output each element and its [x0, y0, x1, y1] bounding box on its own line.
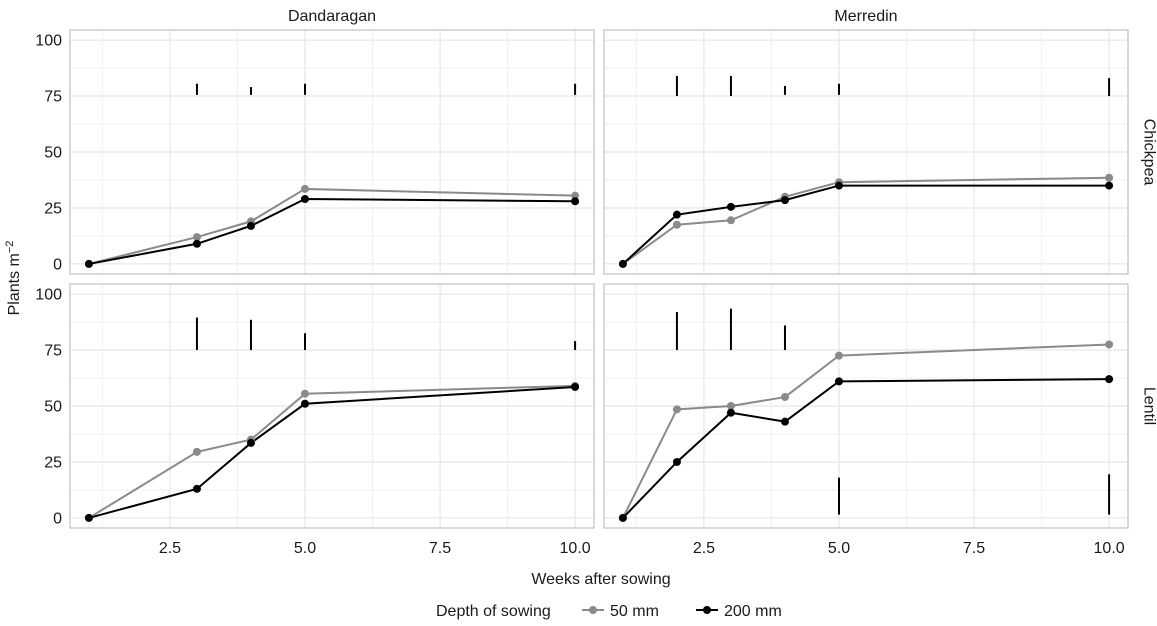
data-point-50-mm: [726, 402, 735, 410]
y-tick-label: 25: [44, 454, 62, 471]
data-point-200-mm: [300, 399, 309, 408]
panels-layer: [69, 29, 1129, 529]
data-point-200-mm: [618, 513, 627, 522]
y-tick-label: 75: [44, 89, 62, 106]
data-point-50-mm: [300, 389, 309, 398]
strip-label-chickpea: Chickpea: [1141, 119, 1157, 186]
panel-border: [69, 283, 595, 529]
data-point-200-mm: [84, 513, 93, 522]
legend: Depth of sowing 50 mm 200 mm: [436, 603, 782, 620]
x-tick-label: 7.5: [429, 540, 451, 557]
x-tick-label: 5.0: [828, 540, 850, 557]
axes-layer: Dandaragan Merredin Chickpea Lentil 0 25 50 75 1…: [35, 8, 1157, 557]
y-tick-label: 50: [44, 145, 62, 162]
y-tick-label: 50: [44, 399, 62, 416]
legend-title: Depth of sowing: [436, 603, 551, 620]
x-tick-label: 5.0: [294, 540, 316, 557]
strip-label-merredin: Merredin: [834, 8, 897, 25]
data-point-50-mm: [672, 220, 681, 229]
strip-label-dandaragan: Dandaragan: [288, 8, 376, 25]
data-point-50-mm: [780, 393, 789, 402]
data-point-200-mm: [672, 210, 681, 219]
y-tick-label: 0: [53, 256, 62, 273]
data-point-200-mm: [780, 196, 789, 205]
data-point-50-mm: [1105, 173, 1114, 182]
series-line-200-mm: [622, 378, 1110, 519]
data-point-200-mm: [246, 221, 255, 230]
panel-dandaragan-chickpea: [69, 29, 595, 275]
data-point-200-mm: [618, 259, 627, 268]
series-line-50-mm: [622, 176, 1110, 265]
y-tick-label: 100: [35, 33, 62, 50]
legend-key-point: [589, 606, 597, 614]
x-tick-label: 2.5: [693, 540, 715, 557]
data-point-200-mm: [726, 202, 735, 211]
data-point-200-mm: [1105, 375, 1114, 384]
x-tick-label: 10.0: [560, 540, 591, 557]
data-point-200-mm: [192, 239, 201, 248]
panel-merredin-chickpea: [603, 29, 1129, 275]
legend-entries: 50 mm 200 mm: [582, 603, 782, 620]
x-axis-title: Weeks after sowing: [531, 571, 670, 588]
legend-label: 200 mm: [724, 603, 782, 620]
data-point-200-mm: [726, 408, 735, 417]
panel-border: [603, 29, 1129, 275]
data-point-50-mm: [834, 351, 843, 360]
data-point-200-mm: [1105, 181, 1114, 190]
data-point-200-mm: [780, 417, 789, 426]
data-point-200-mm: [246, 438, 255, 447]
data-point-200-mm: [672, 457, 681, 466]
data-point-50-mm: [672, 405, 681, 414]
panel-border: [603, 283, 1129, 529]
data-point-200-mm: [571, 382, 580, 391]
x-tick-label: 10.0: [1094, 540, 1125, 557]
legend-key-point: [703, 606, 711, 614]
data-point-200-mm: [300, 195, 309, 204]
strip-label-lentil: Lentil: [1141, 387, 1157, 425]
series-line-200-mm: [88, 198, 576, 265]
y-axis-title: Plants m−2: [4, 241, 23, 316]
series-line-200-mm: [622, 184, 1110, 265]
panel-merredin-lentil: [603, 283, 1129, 529]
data-point-50-mm: [192, 233, 201, 242]
data-point-200-mm: [192, 484, 201, 493]
panel-border: [69, 29, 595, 275]
data-point-50-mm: [192, 447, 201, 456]
data-point-50-mm: [1105, 340, 1114, 349]
legend-entry-200-mm: 200 mm: [696, 603, 782, 620]
data-point-200-mm: [834, 377, 843, 386]
data-point-50-mm: [726, 216, 735, 225]
series-line-200-mm: [88, 385, 576, 519]
x-tick-label: 7.5: [963, 540, 985, 557]
y-tick-label: 100: [35, 287, 62, 304]
series-line-50-mm: [622, 343, 1110, 519]
data-point-200-mm: [571, 197, 580, 206]
y-axis-title-superscript: −2: [4, 241, 16, 254]
y-tick-label: 75: [44, 343, 62, 360]
x-tick-label: 2.5: [159, 540, 181, 557]
y-tick-label: 25: [44, 200, 62, 217]
data-point-50-mm: [300, 184, 309, 193]
legend-entry-50-mm: 50 mm: [582, 603, 659, 620]
y-tick-label: 0: [53, 510, 62, 527]
panel-dandaragan-lentil: [69, 283, 595, 529]
legend-label: 50 mm: [610, 603, 659, 620]
data-point-200-mm: [834, 181, 843, 190]
data-point-50-mm: [571, 191, 580, 200]
data-point-200-mm: [84, 259, 93, 268]
y-axis-title-main: Plants m: [6, 253, 23, 315]
